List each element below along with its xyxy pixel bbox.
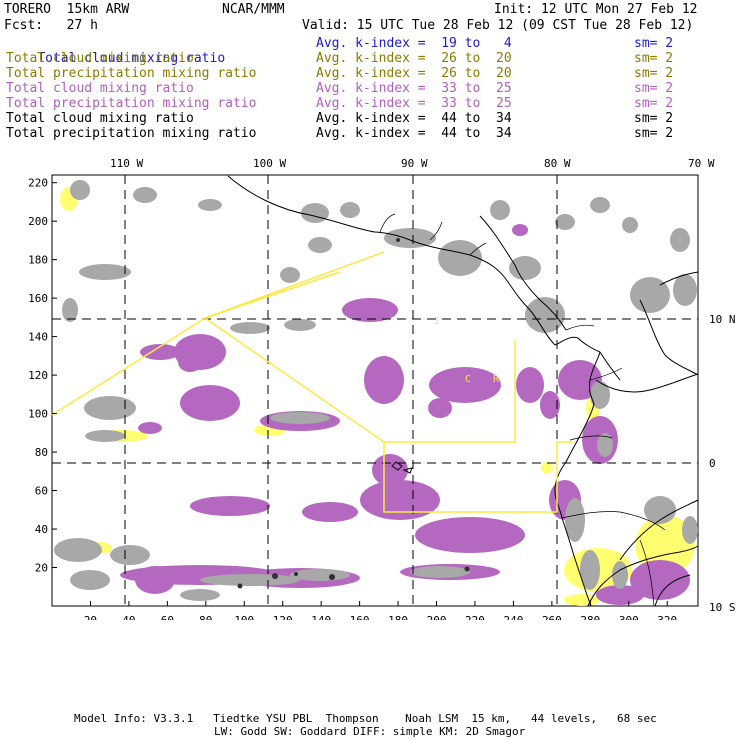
legend-row: Total cloud mixing ratio [6, 51, 194, 66]
legend-row: Total cloud mixing ratio [6, 111, 194, 126]
center-label: NCAR/MMM [222, 2, 285, 17]
legend-field: Total cloud mixing ratio [6, 111, 194, 126]
coastlines [227, 175, 699, 607]
legend-field: Total precipitation mixing ratio [6, 126, 257, 141]
y-tick-label: 200 [28, 215, 48, 228]
x-tick-label: 100 [234, 614, 254, 620]
y-tick-label: 220 [28, 177, 48, 190]
legend-sm: sm= 2 [634, 81, 674, 96]
x-tick-label: 40 [122, 614, 135, 620]
forecast-hour: Fcst: 27 h [4, 18, 98, 33]
init-time: Init: 12 UTC Mon 27 Feb 12 [494, 2, 698, 17]
lon-label: 100 W [253, 157, 286, 170]
gray-cloud-areas [54, 180, 698, 601]
region-outlines [51, 251, 573, 513]
x-tick-label: 260 [542, 614, 562, 620]
y-tick-label: 80 [35, 446, 48, 459]
legend-row: Total precipitation mixing ratio [6, 126, 256, 141]
x-tick-label: 80 [199, 614, 212, 620]
legend-sm: sm= 2 [634, 51, 674, 66]
y-tick-label: 40 [35, 523, 48, 536]
model-title: TORERO 15km ARW [4, 2, 130, 17]
y-tick-label: 160 [28, 292, 48, 305]
legend-row: Total precipitation mixing ratio [6, 66, 256, 81]
legend-stat: Avg. k-index = 33 to 25 [316, 96, 512, 111]
legend-stat: Avg. k-index = 33 to 25 [316, 81, 512, 96]
country-borders [379, 213, 666, 607]
lat-label: 10 N [709, 313, 736, 326]
legend-field: Total precipitation mixing ratio [6, 66, 257, 81]
x-tick-label: 220 [465, 614, 485, 620]
x-tick-label: 180 [388, 614, 408, 620]
lon-label: 90 W [401, 157, 428, 170]
lat-label: 0 [709, 457, 716, 470]
x-tick-label: 60 [161, 614, 174, 620]
legend-stat: Avg. k-index = 19 to 4 [316, 36, 512, 51]
legend-stat: Avg. k-index = 26 to 20 [316, 51, 512, 66]
y-tick-label: 20 [35, 562, 48, 575]
lon-label: 80 W [544, 157, 571, 170]
x-tick-label: 280 [580, 614, 600, 620]
tick-marks [52, 182, 668, 606]
x-tick-label: 140 [311, 614, 331, 620]
y-tick-label: 180 [28, 254, 48, 267]
lon-label: 110 W [110, 157, 143, 170]
legend-sm: sm= 2 [634, 96, 674, 111]
legend-stat: Avg. k-index = 44 to 34 [316, 111, 512, 126]
y-tick-labels: 220 200 180 160 140 120 100 80 60 40 20 [28, 177, 48, 575]
y-tick-label: 60 [35, 485, 48, 498]
legend-field: Total cloud mixing ratio [37, 51, 226, 66]
x-tick-label: 160 [350, 614, 370, 620]
latlon-grid [52, 175, 698, 606]
dark-cloud-cores [237, 238, 470, 589]
model-info: Model Info: V3.3.1 Tiedtke YSU PBL Thomp… [74, 712, 657, 725]
x-tick-label: 120 [273, 614, 293, 620]
lat-label: 10 S [709, 601, 736, 614]
x-tick-labels: 20 40 60 80 100 120 140 160 180 200 220 240 260 280 30… [84, 614, 677, 620]
y-tick-label: 120 [28, 369, 48, 382]
region-labels: 1 C R [434, 316, 500, 385]
legend-sm: sm= 2 [634, 111, 674, 126]
legend-field: Total cloud mixing ratio [6, 51, 194, 66]
legend-sm: sm= 2 [634, 66, 674, 81]
legend-row: Total precipitation mixing ratio [6, 96, 256, 111]
x-tick-label: 300 [619, 614, 639, 620]
legend-field: Total cloud mixing ratio [6, 81, 194, 96]
x-tick-label: 320 [657, 614, 677, 620]
legend-stat: Avg. k-index = 26 to 20 [316, 66, 512, 81]
y-tick-label: 100 [28, 408, 48, 421]
valid-time: Valid: 15 UTC Tue 28 Feb 12 (09 CST Tue … [302, 18, 694, 33]
svg-text:C: C [465, 374, 471, 385]
legend-field: Total precipitation mixing ratio [6, 96, 257, 111]
model-physics: LW: Godd SW: Goddard DIFF: simple KM: 2D… [214, 725, 526, 738]
legend-sm: sm= 2 [634, 36, 674, 51]
legend-sm: sm= 2 [634, 126, 674, 141]
x-tick-label: 240 [503, 614, 523, 620]
svg-text:R: R [493, 374, 500, 385]
lon-label: 70 W [688, 157, 715, 170]
svg-text:1: 1 [434, 316, 440, 327]
legend-row: Total cloud mixing ratio [6, 36, 225, 81]
y-tick-label: 140 [28, 331, 48, 344]
legend-row: Total cloud mixing ratio [6, 81, 194, 96]
x-tick-label: 20 [84, 614, 97, 620]
x-tick-label: 200 [427, 614, 447, 620]
legend-stat: Avg. k-index = 44 to 34 [316, 126, 512, 141]
